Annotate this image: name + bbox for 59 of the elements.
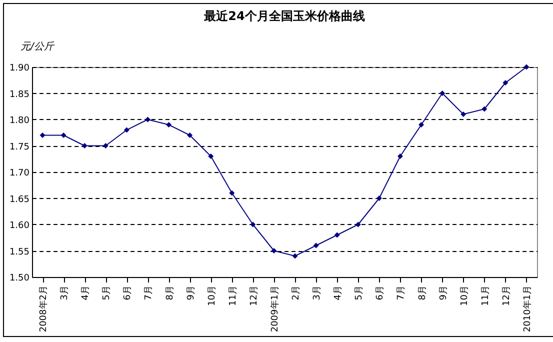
point: [334, 232, 340, 238]
y-tick-label: 1.75: [9, 142, 30, 152]
y-tick-label: 1.85: [9, 90, 30, 100]
x-tick-label: 10月: [460, 286, 470, 306]
point: [208, 154, 214, 159]
y-axis-title: 元/公斤: [20, 40, 55, 52]
point: [102, 143, 108, 148]
point: [397, 154, 403, 159]
point: [144, 116, 150, 122]
x-tick-label: 12月: [502, 286, 512, 306]
point: [187, 132, 193, 138]
point: [166, 122, 172, 128]
point: [250, 222, 256, 228]
point: [460, 112, 466, 117]
y-tick-label: 1.90: [9, 64, 30, 74]
x-tick-label: 4月: [81, 286, 92, 300]
x-tick-label: 11月: [480, 286, 491, 306]
x-tick-label: 8月: [165, 286, 176, 300]
point: [60, 132, 66, 138]
x-tick-label: 11月: [228, 286, 238, 306]
y-tick-label: 1.60: [9, 221, 30, 231]
x-tick-label: 3月: [312, 286, 323, 300]
y-tick-label: 1.65: [9, 194, 30, 205]
point: [292, 253, 298, 259]
x-tick-label: 7月: [396, 286, 407, 300]
point: [524, 64, 530, 70]
point: [40, 132, 46, 138]
point: [440, 90, 446, 96]
x-tick-label: 9月: [186, 286, 196, 300]
x-tick-label: 4月: [334, 286, 344, 300]
point: [502, 80, 508, 86]
y-tick-label: 1.70: [9, 168, 30, 178]
y-tick-label: 1.55: [9, 247, 30, 258]
chart-title: 最近24个月全国玉米价格曲线: [203, 9, 365, 23]
y-tick-label: 1.50: [9, 274, 30, 284]
x-tick-label: 12月: [249, 286, 260, 306]
x-tick-label: 2009年1月: [269, 286, 280, 332]
x-tick-label: 7月: [144, 286, 154, 300]
x-tick-label: 5月: [102, 286, 112, 300]
point: [482, 106, 488, 112]
point: [271, 248, 277, 254]
x-tick-label: 2010年1月: [522, 286, 533, 332]
x-tick-label: 6月: [376, 286, 386, 300]
point: [418, 122, 424, 128]
point: [313, 242, 319, 248]
point: [82, 143, 88, 148]
x-tick-label: 2月: [292, 286, 302, 300]
x-tick-label: 9月: [438, 286, 449, 300]
point: [355, 222, 361, 228]
point: [229, 190, 235, 196]
point: [124, 127, 130, 133]
x-tick-label: 2008年2月: [38, 286, 50, 332]
x-tick-label: 10月: [207, 286, 218, 306]
x-tick-label: 5月: [354, 286, 365, 300]
x-tick-label: 8月: [418, 286, 428, 300]
x-tick-label: 3月: [60, 286, 70, 300]
x-tick-label: 6月: [123, 286, 134, 300]
point: [376, 196, 382, 201]
y-tick-label: 1.80: [9, 116, 30, 126]
